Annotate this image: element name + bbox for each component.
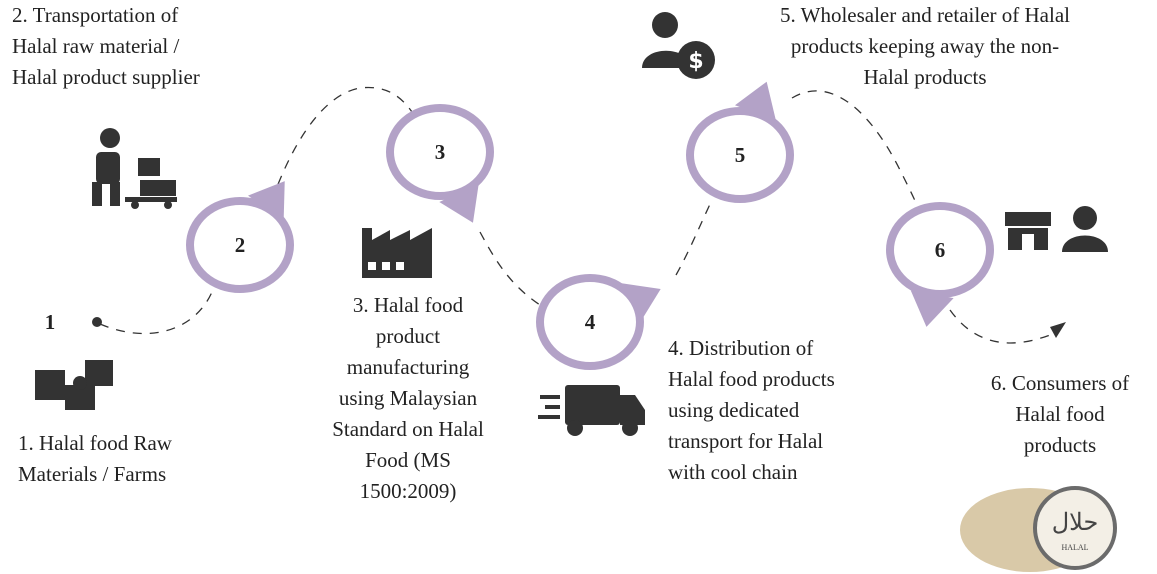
route-arrow xyxy=(1050,322,1066,338)
start-dot xyxy=(92,317,102,327)
puzzle-icon xyxy=(35,360,113,410)
step-label: Halal product supplier xyxy=(12,65,200,89)
step-number: 2 xyxy=(235,233,246,257)
halal-logo: حلال HALAL xyxy=(960,488,1115,572)
step-label: Halal food xyxy=(1015,402,1105,426)
step-number: 4 xyxy=(585,310,596,334)
route-segment xyxy=(792,91,918,208)
step-label: Standard on Halal xyxy=(332,417,484,441)
step-number: 5 xyxy=(735,143,746,167)
route-segment xyxy=(950,310,1050,343)
route-segment xyxy=(676,200,712,275)
pins: 1 2 3 4 5 6 xyxy=(45,82,990,366)
step-label: Halal products xyxy=(863,65,986,89)
step-label: product xyxy=(376,324,440,348)
step-number: 3 xyxy=(435,140,446,164)
shop-icon xyxy=(1005,206,1108,252)
dollar-sign: $ xyxy=(688,49,703,74)
porter-icon xyxy=(92,128,177,209)
step-number: 6 xyxy=(935,238,946,262)
step-label: products keeping away the non- xyxy=(791,34,1059,58)
step-label: with cool chain xyxy=(668,460,798,484)
merchant-icon: $ xyxy=(642,12,715,79)
diagram: 1 2 3 4 5 6 $ حلال HALAL xyxy=(0,0,1157,574)
step-label: transport for Halal xyxy=(668,429,823,453)
step-label: 5. Wholesaler and retailer of Halal xyxy=(780,3,1070,27)
step-label: using dedicated xyxy=(668,398,800,422)
step-label: 6. Consumers of xyxy=(991,371,1129,395)
logo-arabic: حلال xyxy=(1052,510,1099,536)
step-label: 1500:2009) xyxy=(360,479,457,503)
truck-icon xyxy=(538,385,645,436)
logo-latin: HALAL xyxy=(1061,543,1088,552)
step-label: Food (MS xyxy=(365,448,451,472)
step-label: Halal raw material / xyxy=(12,34,179,58)
step-label: using Malaysian xyxy=(339,386,478,410)
step-label: 2. Transportation of xyxy=(12,3,178,27)
step-label: 3. Halal food xyxy=(353,293,464,317)
route-segment xyxy=(100,292,212,334)
step-label: 4. Distribution of xyxy=(668,336,813,360)
step-label: products xyxy=(1024,433,1096,457)
step-label: Materials / Farms xyxy=(18,462,166,486)
step-number: 1 xyxy=(45,310,56,334)
step-label: 1. Halal food Raw xyxy=(18,431,173,455)
factory-icon xyxy=(362,228,432,278)
route-segment xyxy=(480,232,540,305)
step-label: manufacturing xyxy=(347,355,470,379)
step-label: Halal food products xyxy=(668,367,835,391)
